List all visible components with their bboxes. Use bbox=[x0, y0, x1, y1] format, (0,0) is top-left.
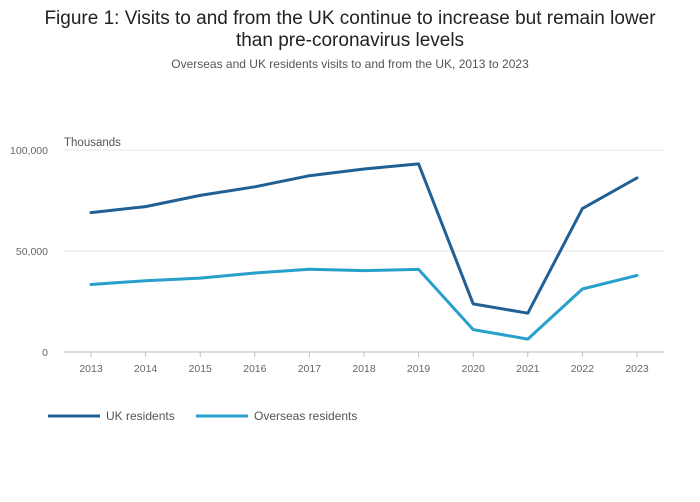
series-lines bbox=[89, 162, 639, 341]
chart-title-line-1: Figure 1: Visits to and from the UK cont… bbox=[44, 8, 656, 29]
x-tick-label: 2014 bbox=[134, 363, 158, 375]
legend-label: Overseas residents bbox=[254, 409, 357, 423]
series-line-overseas-residents bbox=[89, 267, 639, 341]
x-tick-label: 2013 bbox=[79, 363, 103, 375]
x-tick-label: 2022 bbox=[571, 363, 595, 375]
x-tick-label: 2020 bbox=[462, 363, 486, 375]
legend-label: UK residents bbox=[106, 409, 175, 423]
chart-title-line-2: than pre-coronavirus levels bbox=[235, 30, 465, 51]
x-tick-label: 2021 bbox=[516, 363, 540, 375]
x-tick-label: 2017 bbox=[298, 363, 322, 375]
chart-subtitle: Overseas and UK residents visits to and … bbox=[171, 57, 529, 71]
series-line-uk-residents bbox=[89, 162, 639, 315]
x-tick-label: 2015 bbox=[189, 363, 213, 375]
gridlines bbox=[64, 149, 664, 252]
y-tick-label: 50,000 bbox=[16, 246, 48, 258]
y-unit-label: Thousands bbox=[64, 137, 121, 149]
x-axis: 2013 2014 2015 2016 2017 2018 2019 2020 2021 2022… bbox=[64, 351, 664, 375]
x-tick-label: 2018 bbox=[352, 363, 376, 375]
x-tick-label: 2023 bbox=[625, 363, 649, 375]
x-tick-label: 2019 bbox=[407, 363, 431, 375]
x-tick-label: 2016 bbox=[243, 363, 267, 375]
y-axis-ticks: 0 50,000 100,000 bbox=[10, 145, 48, 359]
chart-title: Figure 1: Visits to and from the UK cont… bbox=[0, 8, 700, 52]
y-tick-label: 0 bbox=[42, 347, 48, 359]
y-tick-label: 100,000 bbox=[10, 145, 48, 157]
legend: UK residents Overseas residents bbox=[48, 409, 357, 423]
